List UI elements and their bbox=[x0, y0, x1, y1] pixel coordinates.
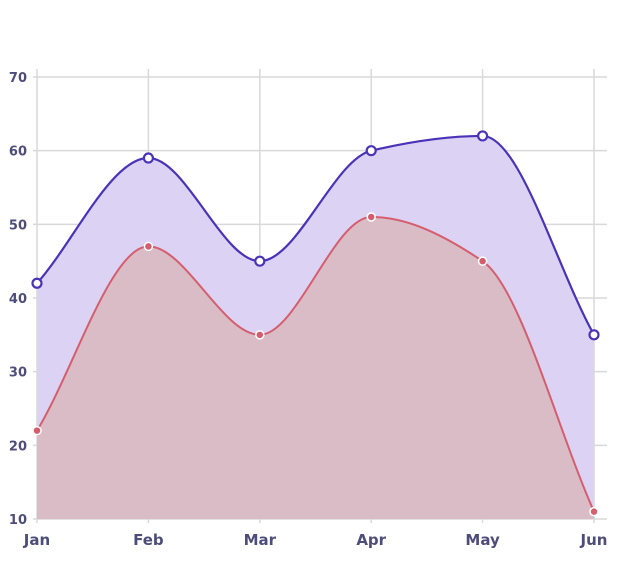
chart-lines bbox=[36, 134, 595, 513]
series-1-point-may[interactable] bbox=[477, 130, 489, 142]
series-1-point-feb[interactable] bbox=[142, 152, 154, 164]
series-2-point-mar[interactable] bbox=[255, 330, 265, 340]
y-tick-label: 40 bbox=[9, 292, 27, 307]
y-tick-label: 10 bbox=[9, 513, 27, 528]
y-tick-label: 70 bbox=[9, 71, 27, 86]
series-2-point-may[interactable] bbox=[477, 256, 488, 266]
y-tick-label: 60 bbox=[9, 145, 27, 160]
x-tick-label-jan: Jan bbox=[23, 531, 50, 549]
y-tick-label: 20 bbox=[9, 439, 27, 454]
series-1-point-jan[interactable] bbox=[31, 277, 43, 289]
series-2-point-jan[interactable] bbox=[32, 425, 42, 436]
series-2-line bbox=[36, 215, 595, 513]
x-tick-label-jun: Jun bbox=[580, 531, 608, 549]
series-2-point-apr[interactable] bbox=[366, 212, 376, 222]
y-tick-label: 30 bbox=[9, 366, 27, 381]
y-tick-label: 50 bbox=[9, 218, 27, 233]
series-1-point-jun[interactable] bbox=[588, 329, 600, 341]
series-2-area bbox=[37, 216, 594, 519]
series-1-point-apr[interactable] bbox=[365, 145, 377, 157]
series-2-point-jun[interactable] bbox=[589, 506, 599, 517]
y-axis-ticks: 10 20 30 40 50 60 70 bbox=[9, 71, 27, 528]
x-tick-label-feb: Feb bbox=[133, 531, 164, 549]
series-1-line bbox=[36, 134, 595, 336]
chart-areas bbox=[37, 135, 594, 519]
x-axis-ticks: Jan Feb Mar Apr May Jun bbox=[23, 531, 608, 549]
x-tick-label-apr: Apr bbox=[356, 531, 386, 549]
series-1-point-mar[interactable] bbox=[254, 255, 266, 267]
x-tick-label-may: May bbox=[465, 531, 500, 549]
series-2-point-feb[interactable] bbox=[143, 241, 154, 252]
x-tick-label-mar: Mar bbox=[244, 531, 277, 549]
chart-points bbox=[31, 130, 600, 517]
